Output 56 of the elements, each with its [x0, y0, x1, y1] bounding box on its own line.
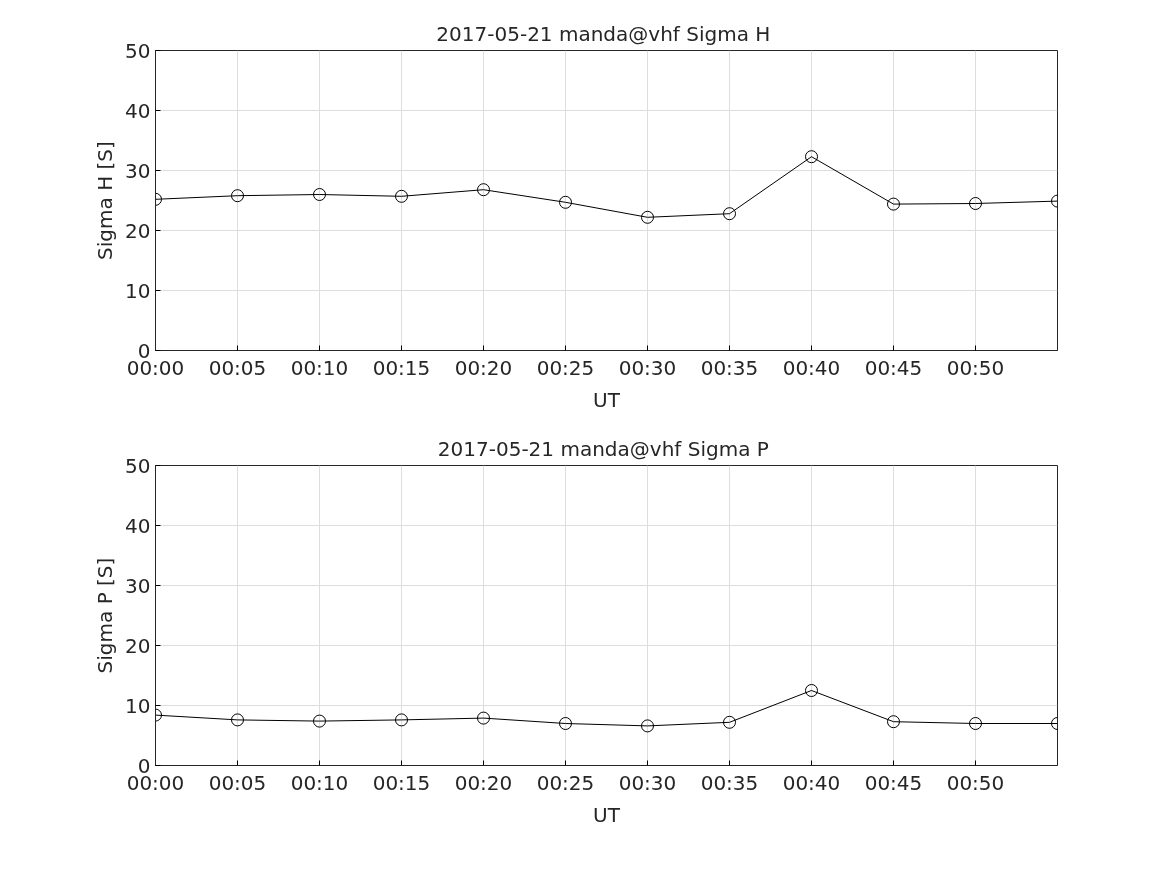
y-tick-label: 50 — [125, 38, 151, 63]
x-tick-label: 00:25 — [536, 355, 595, 380]
x-tick-label: 00:20 — [454, 355, 513, 380]
x-tick-label: 00:20 — [454, 770, 513, 795]
point — [805, 150, 818, 164]
y-axis-title: Sigma P [S] — [93, 557, 118, 674]
y-axis-title: Sigma H [S] — [93, 141, 118, 260]
x-tick-label: 00:05 — [208, 355, 267, 380]
y-tick-label: 30 — [125, 573, 151, 598]
x-tick-label: 00:10 — [290, 770, 349, 795]
point — [313, 714, 326, 728]
y-tick-label: 30 — [125, 158, 151, 183]
point — [723, 715, 736, 729]
point — [559, 195, 572, 209]
x-tick-label: 00:10 — [290, 355, 349, 380]
x-tick-label: 00:50 — [946, 355, 1005, 380]
x-tick-label: 00:45 — [864, 355, 923, 380]
chart-title: 2017-05-21 manda@vhf Sigma P — [437, 436, 769, 461]
x-tick-label: 00:40 — [782, 770, 841, 795]
point — [313, 188, 326, 201]
x-tick-label: 00:30 — [618, 355, 677, 380]
chart-title: 2017-05-21 manda@vhf Sigma H — [436, 21, 771, 46]
x-tick-label: 00:30 — [618, 770, 677, 795]
x-tick-label: 00:05 — [208, 770, 267, 795]
point — [887, 197, 900, 211]
point — [231, 189, 244, 203]
point — [887, 715, 900, 729]
y-tick-label: 10 — [125, 693, 151, 718]
point — [641, 719, 654, 733]
point — [559, 717, 572, 730]
x-tick-label: 00:15 — [372, 355, 431, 380]
point — [477, 711, 490, 725]
point — [395, 713, 408, 727]
x-tick-label: 00:35 — [700, 355, 759, 380]
x-tick-label: 00:45 — [864, 770, 923, 795]
y-tick-label: 20 — [125, 633, 151, 658]
x-tick-label: 00:40 — [782, 355, 841, 380]
y-tick-label: 10 — [125, 278, 151, 303]
point — [805, 684, 818, 697]
y-tick-label: 40 — [125, 98, 151, 123]
point — [477, 183, 490, 197]
point — [231, 713, 244, 727]
x-axis-title: UT — [593, 387, 621, 412]
point — [395, 189, 408, 203]
point — [969, 717, 982, 730]
x-tick-label: 00:50 — [946, 770, 1005, 795]
point — [641, 210, 654, 224]
x-tick-label: 00:15 — [372, 770, 431, 795]
x-axis-title: UT — [593, 802, 621, 827]
y-tick-label: 20 — [125, 218, 151, 243]
x-tick-label: 00:35 — [700, 770, 759, 795]
y-tick-label: 50 — [125, 453, 151, 478]
point — [969, 197, 982, 210]
y-tick-label: 40 — [125, 513, 151, 538]
point — [723, 207, 736, 221]
x-tick-label: 00:25 — [536, 770, 595, 795]
